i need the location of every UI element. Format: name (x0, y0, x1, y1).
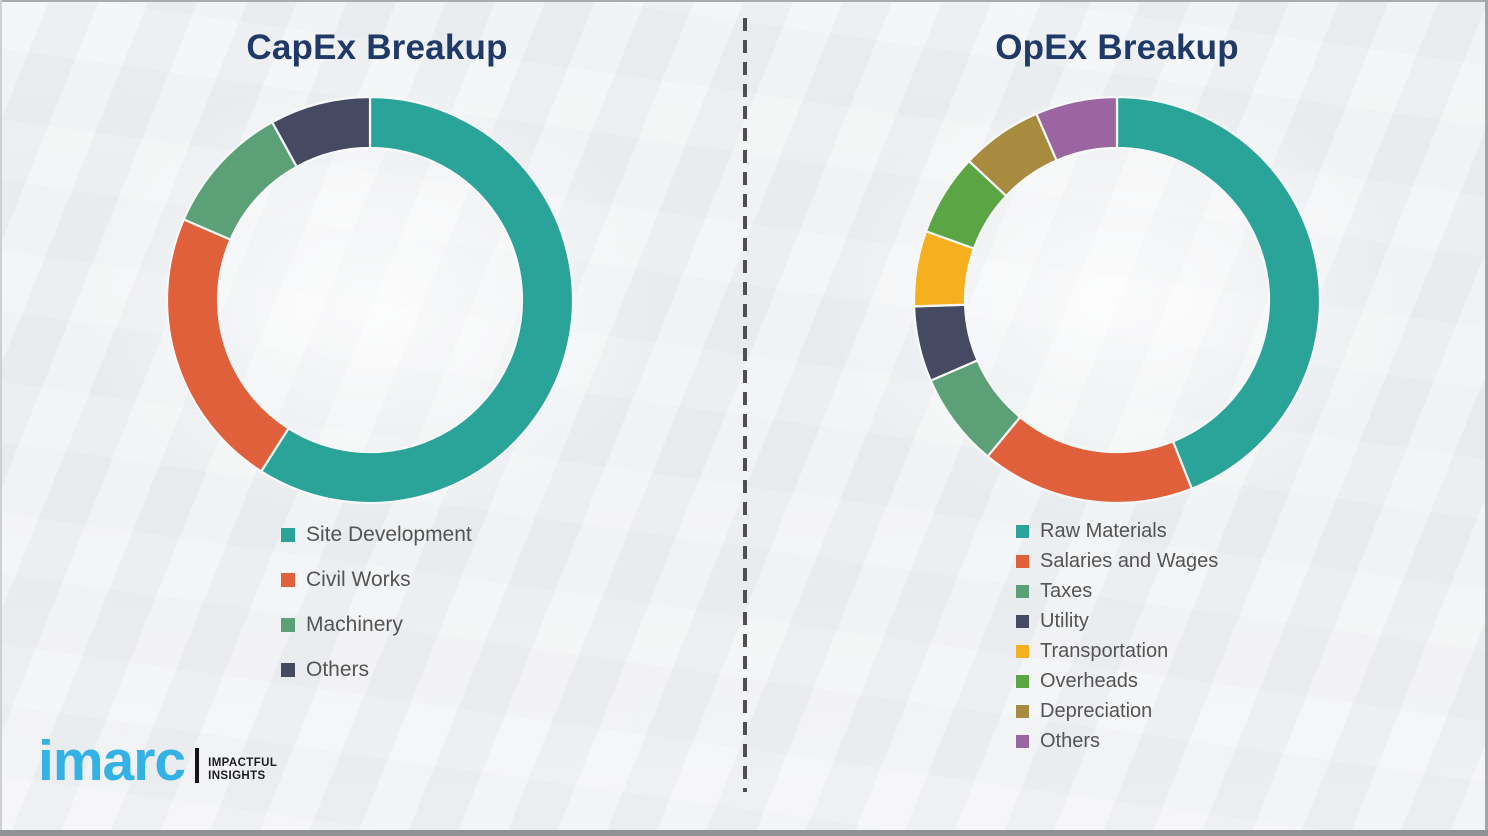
logo-tagline: IMPACTFUL INSIGHTS (208, 757, 277, 787)
legend-label: Taxes (1040, 579, 1093, 602)
donut-slice-others (271, 95, 372, 168)
donut-slice-site-development (260, 95, 575, 505)
donut-slice-raw-materials (1115, 95, 1322, 490)
donut-slice-civil-works (165, 218, 290, 473)
legend-swatch-taxes (1016, 584, 1029, 598)
donut-slice-machinery (182, 121, 298, 241)
legend-label: Salaries and Wages (1040, 549, 1219, 572)
legend-label: Machinery (306, 612, 403, 636)
opex-donut-chart (912, 95, 1322, 505)
legend-swatch-civil-works (281, 572, 295, 587)
legend-swatch-raw-materials (1016, 524, 1029, 538)
legend-swatch-transportation (1016, 644, 1029, 658)
frame-edge-bottom (0, 830, 1488, 836)
legend-item-depreciation: Depreciation (1016, 696, 1218, 726)
frame-edge-right (1485, 0, 1488, 836)
legend-swatch-salaries-and-wages (1016, 554, 1029, 568)
legend-swatch-machinery (281, 617, 295, 632)
opex-legend: Raw Materials Salaries and Wages Taxes Util… (1016, 516, 1218, 756)
legend-swatch-others (281, 662, 295, 677)
legend-label: Others (1040, 729, 1101, 752)
legend-label: Utility (1040, 609, 1089, 632)
legend-item-others: Others (281, 647, 472, 692)
legend-label: Transportation (1040, 639, 1169, 662)
donut-slice-salaries-and-wages (986, 416, 1193, 505)
capex-legend: Site Development Civil Works Machinery Othe… (281, 512, 472, 692)
dashed-divider-line (743, 18, 747, 792)
legend-item-civil-works: Civil Works (281, 557, 472, 602)
imarc-logo: imarc IMPACTFUL INSIGHTS (38, 729, 277, 793)
logo-tagline-line1: IMPACTFUL (208, 757, 278, 770)
legend-item-salaries-and-wages: Salaries and Wages (1016, 546, 1218, 576)
legend-label: Civil Works (306, 567, 411, 591)
legend-item-site-development: Site Development (281, 512, 472, 557)
legend-swatch-utility (1016, 614, 1029, 628)
legend-item-machinery: Machinery (281, 602, 472, 647)
frame-edge-top (0, 0, 1488, 2)
legend-label: Overheads (1040, 669, 1138, 692)
legend-item-raw-materials: Raw Materials (1016, 516, 1218, 546)
legend-swatch-overheads (1016, 674, 1029, 688)
frame-edge-left (0, 0, 2, 836)
imarc-logo-text: imarc (38, 729, 186, 793)
legend-label: Depreciation (1040, 699, 1153, 722)
logo-divider-bar (195, 748, 200, 784)
legend-item-transportation: Transportation (1016, 636, 1218, 666)
donut-slice-others (1035, 95, 1119, 162)
legend-label: Site Development (306, 522, 472, 546)
legend-swatch-others (1016, 734, 1029, 748)
legend-label: Others (306, 657, 370, 681)
capex-donut-chart (165, 95, 575, 505)
capex-chart-title: CapEx Breakup (246, 28, 508, 67)
legend-item-overheads: Overheads (1016, 666, 1218, 696)
legend-item-taxes: Taxes (1016, 576, 1218, 606)
legend-label: Raw Materials (1040, 519, 1167, 542)
legend-swatch-depreciation (1016, 704, 1029, 718)
legend-item-others: Others (1016, 726, 1218, 756)
opex-chart-title: OpEx Breakup (995, 28, 1239, 67)
legend-swatch-site-development (281, 527, 295, 542)
legend-item-utility: Utility (1016, 606, 1218, 636)
logo-tagline-line2: INSIGHTS (208, 770, 266, 783)
